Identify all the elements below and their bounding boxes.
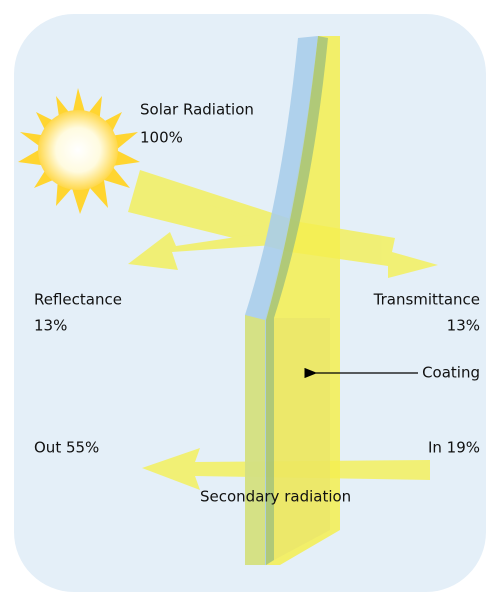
out-label: Out 55% — [34, 439, 99, 457]
coating-label: Coating — [422, 364, 480, 382]
diagram: Solar Radiation 100% Reflectance 13% Tra… — [0, 0, 491, 603]
secondary-label: Secondary radiation — [200, 488, 351, 506]
in-label: In 19% — [428, 439, 480, 457]
reflectance-label: Reflectance — [34, 291, 122, 309]
solar-label: Solar Radiation — [140, 101, 254, 119]
transmittance-label: Transmittance — [373, 291, 480, 309]
reflectance-value: 13% — [34, 317, 67, 335]
transmittance-value: 13% — [447, 317, 480, 335]
solar-value: 100% — [140, 129, 183, 147]
